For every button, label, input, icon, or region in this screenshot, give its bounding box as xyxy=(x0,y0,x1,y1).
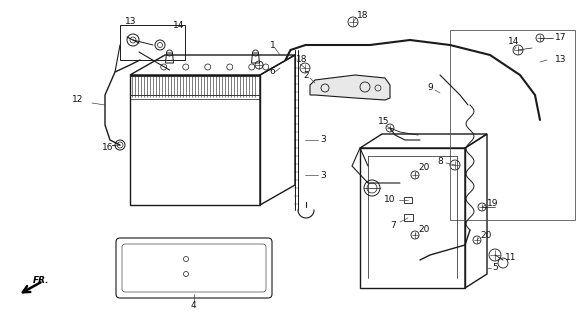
Text: 10: 10 xyxy=(384,196,396,204)
Bar xyxy=(404,197,412,203)
Text: FR.: FR. xyxy=(33,276,49,285)
Text: 3: 3 xyxy=(320,135,326,145)
Text: 8: 8 xyxy=(437,156,443,165)
Text: 20: 20 xyxy=(480,230,492,239)
Text: 19: 19 xyxy=(487,198,499,207)
Text: 18: 18 xyxy=(296,55,308,65)
Text: 13: 13 xyxy=(125,18,137,27)
Text: 9: 9 xyxy=(427,84,432,92)
Text: 17: 17 xyxy=(555,34,567,43)
Bar xyxy=(404,214,413,221)
Text: 12: 12 xyxy=(72,95,83,105)
Text: 16: 16 xyxy=(102,142,114,151)
Text: 20: 20 xyxy=(418,226,430,235)
Text: 3: 3 xyxy=(320,171,326,180)
Text: 5: 5 xyxy=(492,263,498,273)
Text: 6: 6 xyxy=(269,68,275,76)
Text: 4: 4 xyxy=(191,301,197,310)
Text: 14: 14 xyxy=(173,21,185,30)
Text: 20: 20 xyxy=(418,164,430,172)
Text: 14: 14 xyxy=(508,37,519,46)
Text: 13: 13 xyxy=(555,55,567,65)
Text: 18: 18 xyxy=(357,11,369,20)
Text: 2: 2 xyxy=(303,70,309,79)
Text: 11: 11 xyxy=(505,253,516,262)
Text: 7: 7 xyxy=(390,220,396,229)
Polygon shape xyxy=(310,75,390,100)
Text: 15: 15 xyxy=(378,117,390,126)
Text: 1: 1 xyxy=(270,41,276,50)
Bar xyxy=(120,25,185,60)
